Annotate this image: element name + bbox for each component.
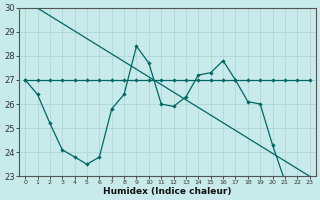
X-axis label: Humidex (Indice chaleur): Humidex (Indice chaleur) xyxy=(103,187,232,196)
